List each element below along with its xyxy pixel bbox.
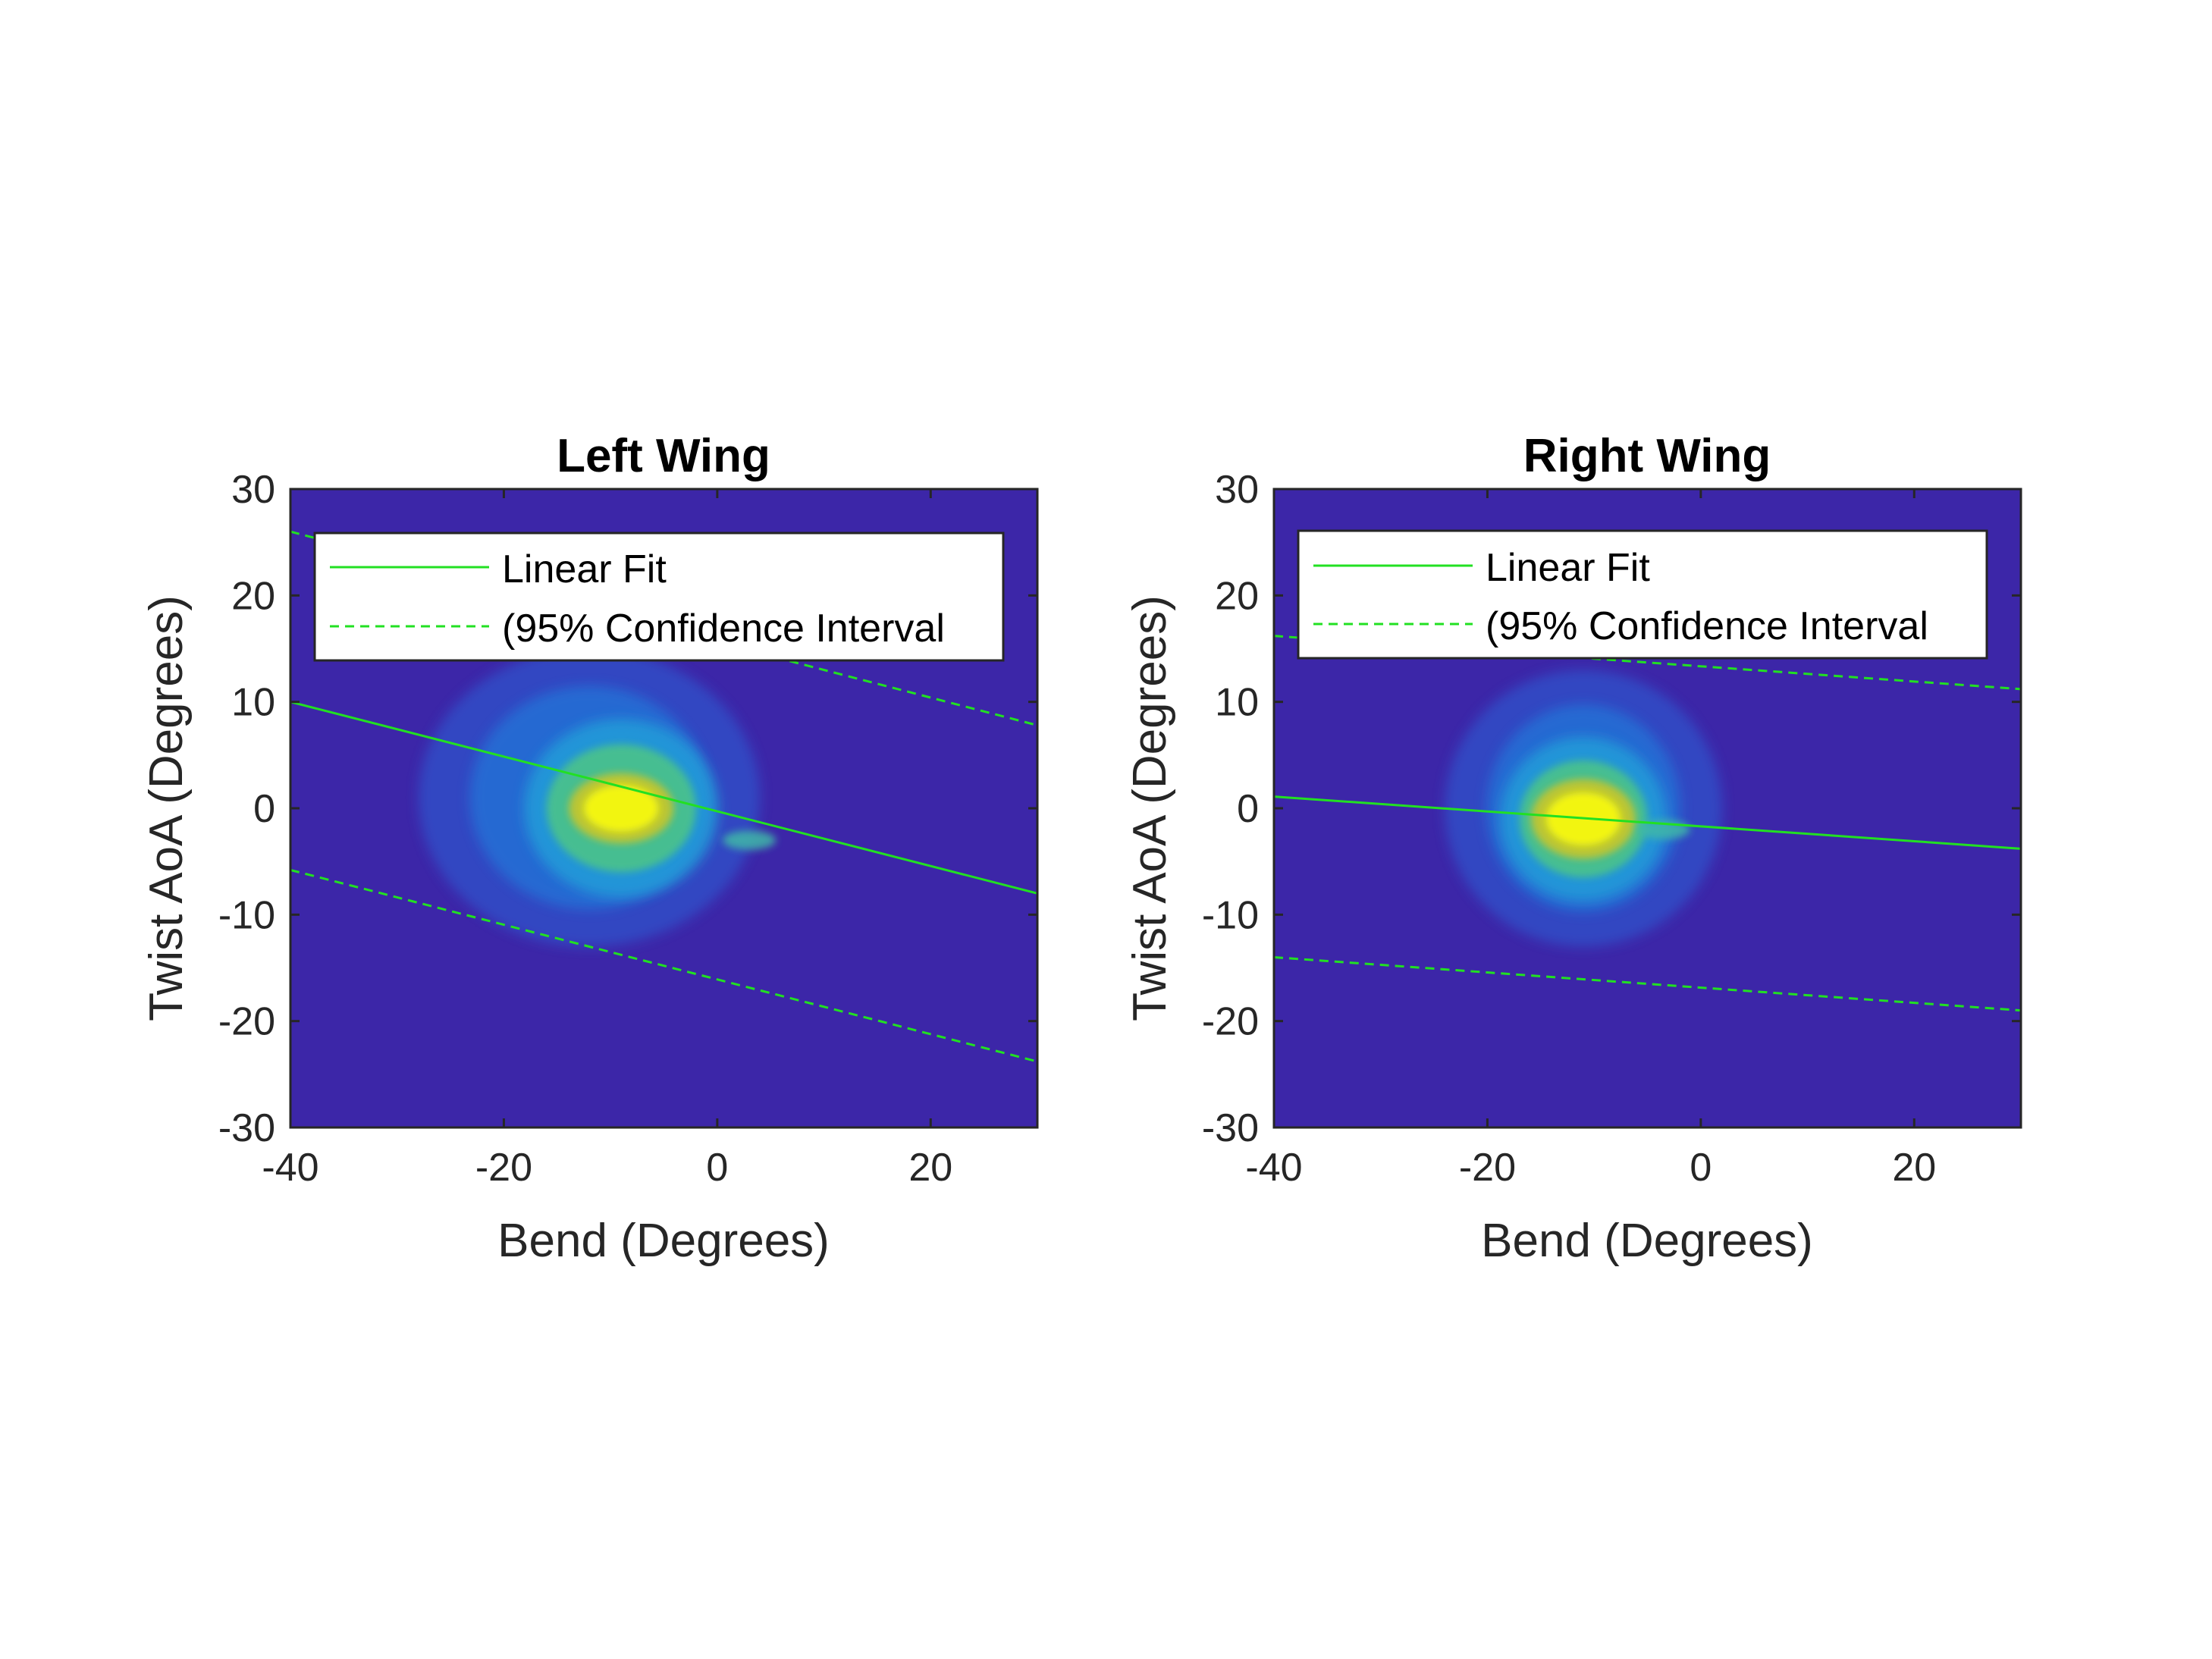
right-y-tick-label: 0: [1237, 787, 1259, 831]
right-legend-ci-label: (95% Confidence Interval: [1486, 604, 1928, 648]
right-density-map: [1445, 670, 1722, 947]
right-y-tick-label: 20: [1215, 574, 1259, 618]
left-x-axis-label: Bend (Degrees): [497, 1215, 830, 1267]
left-y-tick-label: -20: [218, 1000, 275, 1044]
left-y-tick-label: 0: [253, 787, 275, 831]
left-chart-title: Left Wing: [557, 430, 770, 482]
right-x-axis-label: Bend (Degrees): [1481, 1215, 1813, 1267]
left-x-tick-label: 20: [908, 1146, 952, 1190]
left-linear-fit-line: [290, 701, 1037, 895]
right-y-axis-label: Twist AoA (Degrees): [1124, 595, 1176, 1021]
left-wing-panel: -40 -20 0 20 -30 -20 -10 0 10 20 30 Left Wing Ben…: [140, 430, 1039, 1267]
left-y-tick-label: -30: [218, 1106, 275, 1150]
left-density-hot: [583, 785, 659, 832]
left-density-streak: [722, 830, 777, 850]
right-wing-panel: -40 -20 0 20 -30 -20 -10 0 10 20 30 Right Wing Be…: [1124, 430, 2022, 1267]
right-x-tick-label: 20: [1892, 1146, 1936, 1190]
right-x-tick-label: -20: [1459, 1146, 1516, 1190]
right-legend-box: [1297, 529, 1988, 660]
right-ci-lower-line: [1274, 955, 2021, 1012]
right-y-tick-label: 10: [1215, 681, 1259, 725]
right-y-tick-label: -30: [1202, 1106, 1259, 1150]
left-legend-box: [313, 532, 1005, 662]
right-y-tick-label: -20: [1202, 1000, 1259, 1044]
right-legend-fit-label: Linear Fit: [1486, 546, 1650, 590]
left-density-map: [418, 648, 777, 947]
left-ci-lower-line: [290, 868, 1037, 1063]
right-x-tick-label: 0: [1690, 1146, 1712, 1190]
right-x-tick-label: -40: [1245, 1146, 1302, 1190]
left-y-tick-label: 20: [231, 574, 275, 618]
right-y-tick-label: 30: [1215, 468, 1259, 512]
left-x-tick-label: -40: [262, 1146, 318, 1190]
right-linear-fit-line: [1274, 795, 2021, 850]
left-y-tick-label: 10: [231, 681, 275, 725]
right-legend: Linear Fit (95% Confidence Interval: [1297, 529, 1988, 660]
right-chart-title: Right Wing: [1523, 430, 1771, 482]
left-x-tick-label: 0: [706, 1146, 728, 1190]
left-legend: Linear Fit (95% Confidence Interval: [313, 532, 1005, 662]
left-legend-fit-label: Linear Fit: [502, 547, 667, 591]
left-y-tick-label: -10: [218, 893, 275, 937]
left-x-tick-label: -20: [475, 1146, 532, 1190]
left-legend-ci-label: (95% Confidence Interval: [502, 607, 945, 651]
right-y-tick-label: -10: [1202, 893, 1259, 937]
left-y-axis-label: Twist AoA (Degrees): [140, 595, 193, 1021]
left-y-tick-label: 30: [231, 468, 275, 512]
